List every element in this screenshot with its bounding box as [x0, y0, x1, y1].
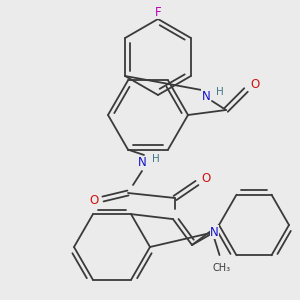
Text: O: O [201, 172, 211, 185]
Text: CH₃: CH₃ [212, 263, 231, 273]
Text: N: N [202, 89, 210, 103]
Text: N: N [210, 226, 219, 238]
Text: H: H [152, 154, 160, 164]
Text: N: N [138, 157, 146, 169]
Text: F: F [155, 5, 161, 19]
Text: O: O [250, 79, 260, 92]
Text: H: H [216, 87, 224, 97]
Text: O: O [89, 194, 99, 208]
